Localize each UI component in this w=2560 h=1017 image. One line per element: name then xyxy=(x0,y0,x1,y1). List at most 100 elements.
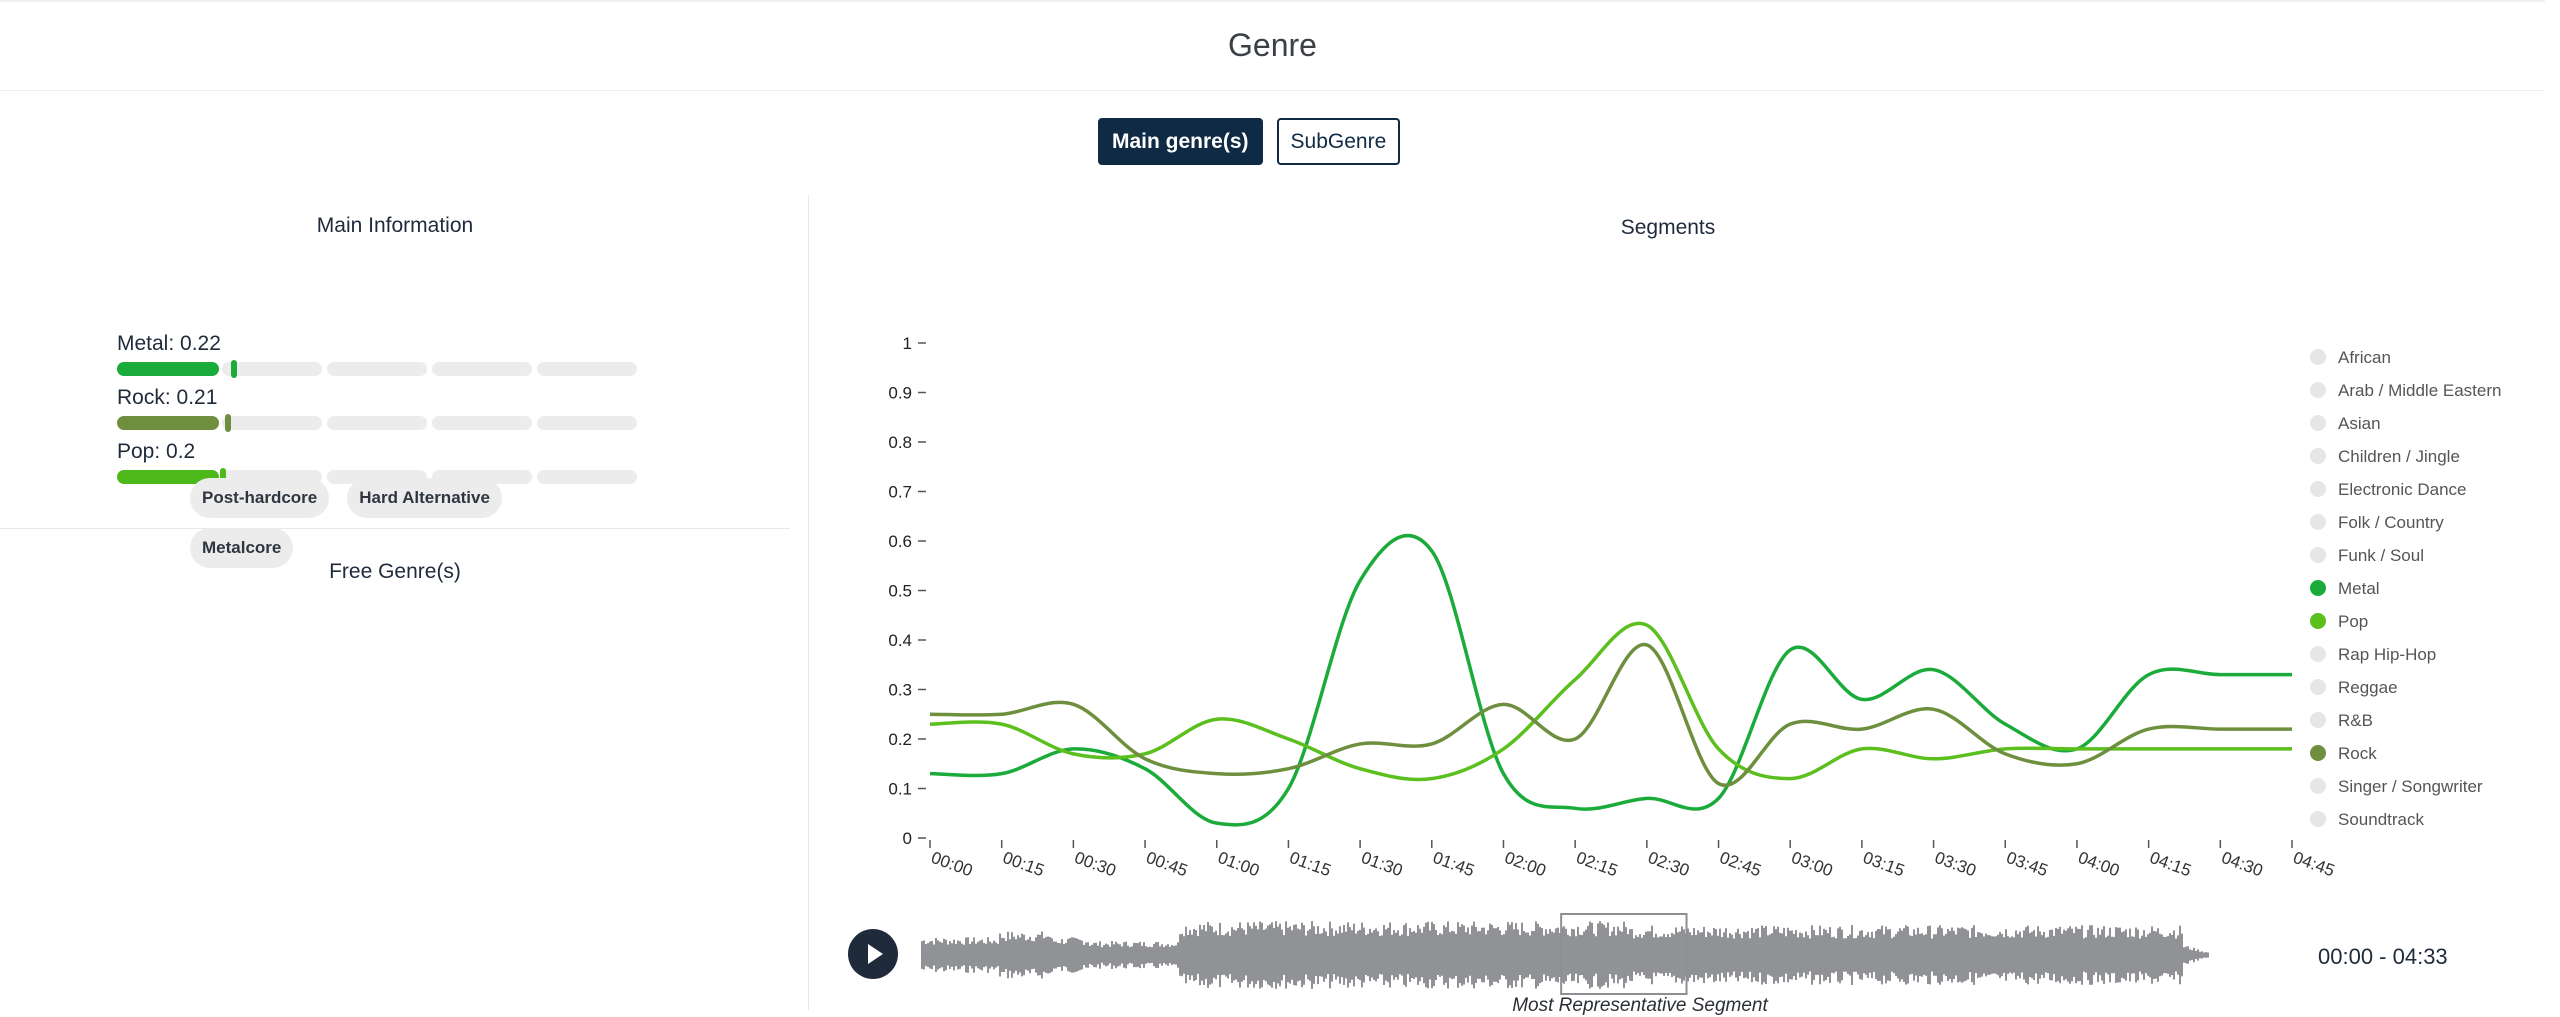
x-tick-label: 00:00 xyxy=(929,848,975,880)
y-tick-label: 0.1 xyxy=(888,780,912,799)
x-tick-label: 04:15 xyxy=(2147,848,2193,880)
genre-row-rock: Rock: 0.21 xyxy=(117,386,642,432)
legend-item-reggae[interactable]: Reggae xyxy=(2338,678,2398,697)
bar-segment xyxy=(537,470,637,484)
representative-segment-box[interactable] xyxy=(1560,913,1688,995)
x-axis: 00:00 00:15 00:30 00:45 01:00 01:15 01:30 01:45… xyxy=(929,840,2337,880)
y-tick-label: 0.4 xyxy=(888,631,912,650)
series-line-pop xyxy=(929,621,2292,782)
genre-row-metal: Metal: 0.22 xyxy=(117,332,642,378)
x-tick-label: 00:45 xyxy=(1144,848,1190,880)
play-button[interactable] xyxy=(848,929,898,979)
bar-segment xyxy=(222,362,322,376)
legend-item-asian[interactable]: Asian xyxy=(2338,414,2381,433)
legend-marker-folk-country[interactable] xyxy=(2310,514,2326,530)
series-line-metal xyxy=(929,533,2292,827)
y-tick-label: 0 xyxy=(903,829,912,848)
legend-item-arab-middle-eastern[interactable]: Arab / Middle Eastern xyxy=(2338,381,2501,400)
legend-marker-singer-songwriter[interactable] xyxy=(2310,778,2326,794)
y-tick-label: 0.8 xyxy=(888,433,912,452)
x-tick-label: 03:00 xyxy=(1789,848,1835,880)
x-tick-label: 01:00 xyxy=(1215,848,1261,880)
y-tick-label: 0.5 xyxy=(888,582,912,601)
top-border xyxy=(0,0,2545,2)
bar-segment xyxy=(327,416,427,430)
genre-label-rock: Rock: 0.21 xyxy=(117,386,218,409)
legend-item-electronic-dance[interactable]: Electronic Dance xyxy=(2338,480,2467,499)
bar-segment xyxy=(432,416,532,430)
y-axis: 0 0.1 0.2 0.3 0.4 0.5 0.6 0.7 0.8 0.9 1 xyxy=(888,334,926,848)
x-tick-label: 03:45 xyxy=(2004,848,2050,880)
legend-item-children-jingle[interactable]: Children / Jingle xyxy=(2338,447,2460,466)
x-tick-label: 04:45 xyxy=(2291,848,2337,880)
x-tick-label: 00:15 xyxy=(1000,848,1046,880)
legend-item-rock[interactable]: Rock xyxy=(2338,744,2377,763)
series-line-rock xyxy=(929,643,2292,788)
legend-marker-r-b[interactable] xyxy=(2310,712,2326,728)
genre-tabs: Main genre(s) SubGenre xyxy=(1098,118,1401,165)
free-genre-tags: Post-hardcore Hard Alternative Metalcore xyxy=(190,478,530,568)
x-tick-label: 04:30 xyxy=(2219,848,2265,880)
genre-bar-rock xyxy=(117,414,642,432)
legend-marker-children-jingle[interactable] xyxy=(2310,448,2326,464)
legend-item-soundtrack[interactable]: Soundtrack xyxy=(2338,810,2424,829)
x-tick-label: 03:30 xyxy=(1932,848,1978,880)
genre-tag: Hard Alternative xyxy=(347,478,502,518)
legend-item-rap-hip-hop[interactable]: Rap Hip-Hop xyxy=(2338,645,2436,664)
bar-fill xyxy=(117,416,219,430)
legend-marker-rap-hip-hop[interactable] xyxy=(2310,646,2326,662)
legend-item-pop[interactable]: Pop xyxy=(2338,612,2368,631)
bar-value-marker xyxy=(225,414,232,432)
genre-label-metal: Metal: 0.22 xyxy=(117,332,221,355)
y-tick-label: 0.7 xyxy=(888,483,912,502)
x-tick-label: 02:15 xyxy=(1574,848,1620,880)
legend-marker-african[interactable] xyxy=(2310,349,2326,365)
legend-marker-funk-soul[interactable] xyxy=(2310,547,2326,563)
legend-item-folk-country[interactable]: Folk / Country xyxy=(2338,513,2444,532)
tab-subgenre[interactable]: SubGenre xyxy=(1276,118,1401,165)
legend-marker-electronic-dance[interactable] xyxy=(2310,481,2326,497)
x-tick-label: 02:45 xyxy=(1717,848,1763,880)
y-tick-label: 0.6 xyxy=(888,532,912,551)
chart-legend: African Arab / Middle Eastern Asian Childre… xyxy=(2310,348,2501,829)
tab-main-genres[interactable]: Main genre(s) xyxy=(1098,118,1263,165)
legend-marker-asian[interactable] xyxy=(2310,415,2326,431)
bar-segment xyxy=(537,416,637,430)
x-tick-label: 01:45 xyxy=(1430,848,1476,880)
y-tick-label: 0.3 xyxy=(888,681,912,700)
free-genres-title: Free Genre(s) xyxy=(329,560,461,583)
legend-marker-arab-middle-eastern[interactable] xyxy=(2310,382,2326,398)
legend-item-funk-soul[interactable]: Funk / Soul xyxy=(2338,546,2424,565)
legend-item-r-b[interactable]: R&B xyxy=(2338,711,2373,730)
legend-item-singer-songwriter[interactable]: Singer / Songwriter xyxy=(2338,777,2483,796)
series-lines xyxy=(929,533,2292,827)
bar-fill xyxy=(117,470,219,484)
x-tick-label: 02:30 xyxy=(1645,848,1691,880)
y-tick-label: 0.2 xyxy=(888,730,912,749)
bar-segment xyxy=(432,362,532,376)
legend-marker-soundtrack[interactable] xyxy=(2310,811,2326,827)
legend-item-african[interactable]: African xyxy=(2338,348,2391,367)
chart-title: Segments xyxy=(1621,216,1716,239)
x-tick-label: 01:30 xyxy=(1359,848,1405,880)
bar-fill xyxy=(117,362,219,376)
genre-tag: Post-hardcore xyxy=(190,478,330,518)
left-panel: Main Information Metal: 0.22 Rock: 0.21 … xyxy=(0,190,790,1010)
x-tick-label: 01:15 xyxy=(1287,848,1333,880)
bar-segment xyxy=(327,362,427,376)
bar-value-marker xyxy=(230,360,237,378)
x-tick-label: 03:15 xyxy=(1861,848,1907,880)
bar-value-marker xyxy=(220,468,226,486)
representative-segment-label: Most Representative Segment xyxy=(1512,995,1768,1016)
waveform[interactable] xyxy=(921,921,2209,989)
legend-marker-rock[interactable] xyxy=(2310,745,2326,761)
x-tick-label: 04:00 xyxy=(2076,848,2122,880)
page-title: Genre xyxy=(1228,26,1317,63)
main-information-title: Main Information xyxy=(316,214,474,237)
genre-tag: Metalcore xyxy=(190,528,294,568)
legend-marker-reggae[interactable] xyxy=(2310,679,2326,695)
legend-marker-metal[interactable] xyxy=(2310,580,2326,596)
legend-marker-pop[interactable] xyxy=(2310,613,2326,629)
genre-label-pop: Pop: 0.2 xyxy=(117,440,196,463)
legend-item-metal[interactable]: Metal xyxy=(2338,579,2380,598)
